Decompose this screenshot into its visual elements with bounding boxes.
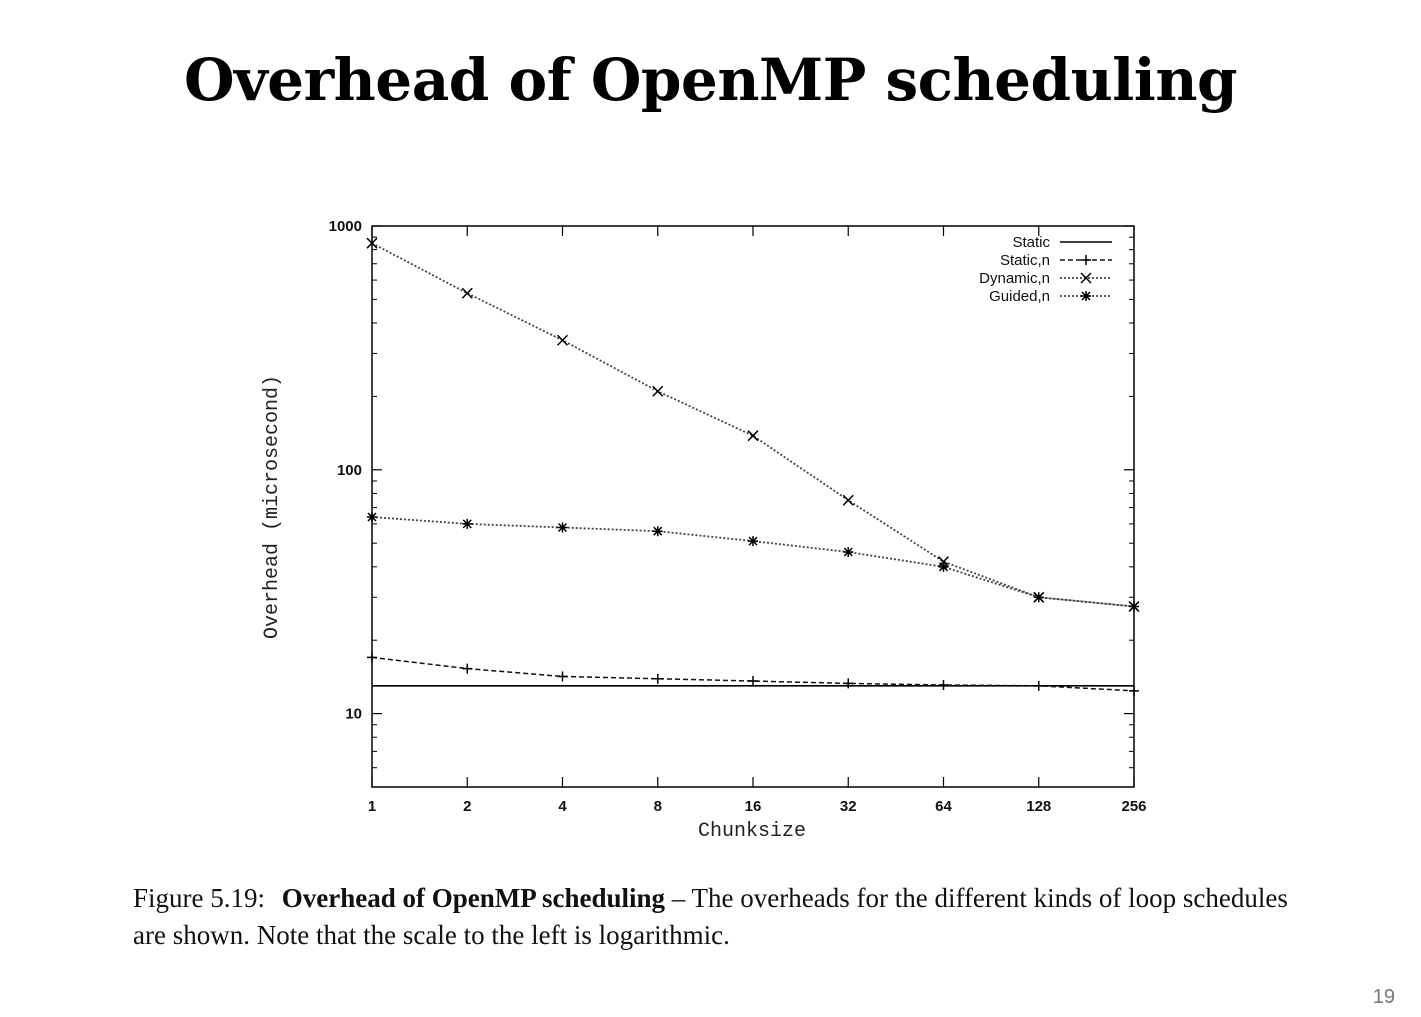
x-tick-label: 1 [368,798,376,815]
data-point-plus [1033,680,1044,691]
data-point-cross [747,430,759,442]
caption-title: Overhead of OpenMP scheduling [281,883,666,913]
x-tick-label: 4 [558,798,567,815]
series-guided-n [367,512,1139,612]
data-point-star [652,526,663,537]
x-tick-label: 2 [463,798,471,815]
x-tick-label: 128 [1026,798,1051,815]
data-point-cross [652,385,664,397]
data-point-cross [556,334,569,346]
chart: 10 100 1000 1 2 4 8 16 32 64 128 256 StaticStatic,n… [261,218,1147,843]
data-point-plus [462,663,473,674]
y-tick-label: 10 [345,706,362,723]
data-point-star [1129,601,1139,612]
y-axis-title: Overhead (microsecond) [261,375,284,639]
chart-series [366,237,1140,696]
data-point-plus [748,676,758,687]
x-tick-label: 8 [654,798,662,815]
caption-label: Figure 5.19: [133,883,265,913]
data-point-star [843,547,854,558]
y-tick-label: 100 [337,462,362,479]
data-point-star [557,522,568,533]
x-tick-label: 16 [745,798,762,815]
data-point-star [1081,291,1091,301]
y-tick-label: 1000 [329,218,362,235]
x-tick-label: 256 [1121,798,1146,815]
series-line [371,656,1135,692]
x-axis-title: Chunksize [698,820,806,843]
x-tick-label: 64 [935,798,952,815]
series-static-n [367,652,1139,696]
data-point-plus [938,680,949,691]
data-point-plus [367,652,377,663]
data-point-cross [461,287,473,299]
figure-caption: Figure 5.19: Overhead of OpenMP scheduli… [133,880,1293,954]
data-point-cross [842,494,854,506]
legend-label: Static [1012,234,1050,251]
x-tick-label: 32 [840,798,857,815]
data-point-plus [1081,255,1091,265]
data-point-plus [652,673,663,684]
data-point-cross [1080,272,1092,284]
slide-title: Overhead of OpenMP scheduling [183,46,1238,114]
data-point-plus [1129,685,1139,696]
data-point-star [462,518,473,529]
series-line [371,516,1135,608]
legend-label: Guided,n [989,288,1050,305]
plot-frame [371,225,1135,788]
data-point-star [748,536,758,547]
legend-label: Dynamic,n [979,270,1050,287]
data-point-cross [937,556,950,568]
data-point-star [938,561,949,572]
data-point-cross [366,237,378,249]
caption-text: – The overheads for the different kinds … [133,883,1288,950]
chart-axes: 10 100 1000 1 2 4 8 16 32 64 128 256 [329,218,1147,815]
legend-label: Static,n [1000,252,1050,269]
data-point-star [1033,592,1044,603]
data-point-star [367,512,377,523]
data-point-plus [843,678,854,689]
data-point-plus [557,671,568,682]
slide-number: 19 [1372,986,1395,1008]
